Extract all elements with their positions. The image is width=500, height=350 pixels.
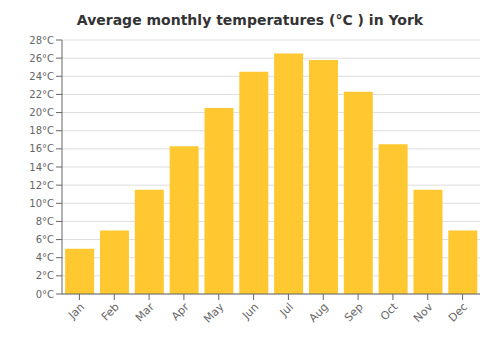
svg-text:Apr: Apr [169, 300, 192, 323]
svg-text:Sep: Sep [342, 300, 366, 324]
svg-text:Jan: Jan [65, 300, 87, 322]
svg-text:6°C: 6°C [36, 234, 54, 245]
svg-text:14°C: 14°C [29, 162, 54, 173]
svg-text:4°C: 4°C [36, 252, 54, 263]
svg-text:24°C: 24°C [29, 71, 54, 82]
svg-text:22°C: 22°C [29, 89, 54, 100]
svg-text:Nov: Nov [411, 300, 436, 325]
svg-text:26°C: 26°C [29, 53, 54, 64]
svg-text:Jun: Jun [239, 300, 261, 322]
svg-text:Feb: Feb [99, 300, 122, 323]
svg-text:10°C: 10°C [29, 198, 54, 209]
svg-text:May: May [201, 300, 227, 326]
svg-text:28°C: 28°C [29, 35, 54, 46]
svg-text:18°C: 18°C [29, 125, 54, 136]
html-text:Average monthly temperatures (: Average monthly temperatures (°C ) in Yo… [76, 12, 424, 28]
svg-text:Jul: Jul [277, 300, 296, 319]
svg-text:Oct: Oct [378, 300, 401, 323]
svg-text:20°C: 20°C [29, 107, 54, 118]
svg-text:Aug: Aug [307, 300, 331, 324]
svg-text:16°C: 16°C [29, 143, 54, 154]
svg-text:Dec: Dec [446, 300, 470, 324]
svg-text:2°C: 2°C [36, 270, 54, 281]
svg-text:Mar: Mar [133, 300, 157, 324]
svg-text:0°C: 0°C [36, 289, 54, 300]
svg-text:12°C: 12°C [29, 180, 54, 191]
svg-text:8°C: 8°C [36, 216, 54, 227]
